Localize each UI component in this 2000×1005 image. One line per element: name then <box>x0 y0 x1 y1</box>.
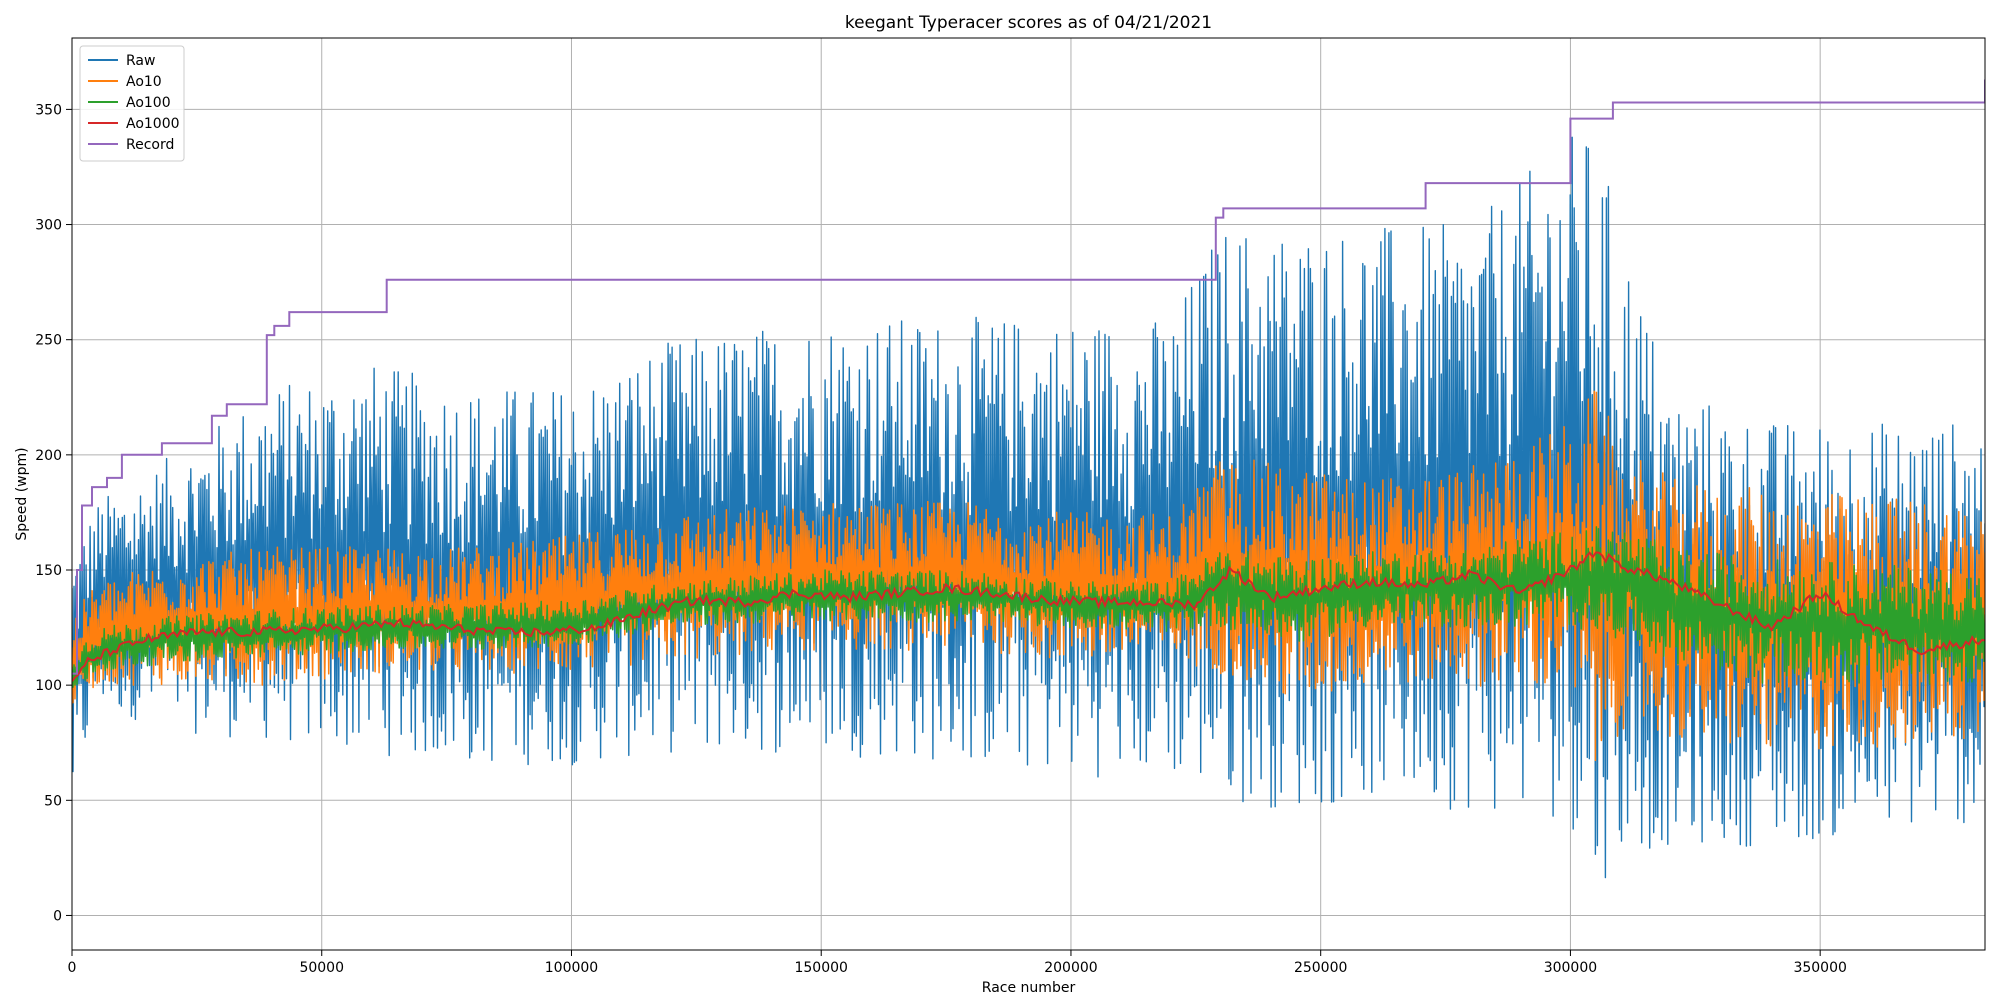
x-tick-label: 100000 <box>545 960 598 976</box>
x-tick-label: 300000 <box>1544 960 1597 976</box>
series-line-ao1000 <box>72 551 1985 682</box>
y-tick-label: 100 <box>35 678 62 694</box>
x-tick-label: 200000 <box>1044 960 1097 976</box>
legend-label-record: Record <box>126 137 174 153</box>
y-tick-label: 350 <box>35 102 62 118</box>
ticks: 0 50000 100000 150000 200000 250000 300000 3500… <box>35 102 1847 976</box>
y-tick-label: 50 <box>44 793 62 809</box>
plot-frame <box>71 37 1986 951</box>
y-tick-label: 300 <box>35 218 62 234</box>
x-tick-label: 150000 <box>794 960 847 976</box>
chart-title: keegant Typeracer scores as of 04/21/202… <box>845 13 1212 33</box>
x-tick-label: 250000 <box>1294 960 1347 976</box>
y-tick-label: 150 <box>35 563 62 579</box>
x-tick-label: 0 <box>68 960 77 976</box>
series-group <box>72 79 1985 879</box>
y-tick-label: 0 <box>53 908 62 924</box>
y-tick-label: 250 <box>35 333 62 349</box>
legend-label-ao100: Ao100 <box>126 95 171 111</box>
y-axis-label: Speed (wpm) <box>14 447 30 540</box>
series-layer <box>72 79 1985 879</box>
series-line-record <box>72 79 1985 675</box>
legend: Raw Ao10 Ao100 Ao1000 Record <box>79 45 185 162</box>
legend-label-ao10: Ao10 <box>126 74 162 90</box>
legend-label-ao1000: Ao1000 <box>126 116 180 132</box>
series-line-ao100 <box>72 526 1985 688</box>
legend-box <box>79 45 185 162</box>
y-tick-label: 200 <box>35 448 62 464</box>
x-axis-label: Race number <box>982 980 1076 996</box>
x-tick-label: 350000 <box>1793 960 1846 976</box>
x-tick-label: 50000 <box>299 960 344 976</box>
legend-label-raw: Raw <box>126 53 155 69</box>
